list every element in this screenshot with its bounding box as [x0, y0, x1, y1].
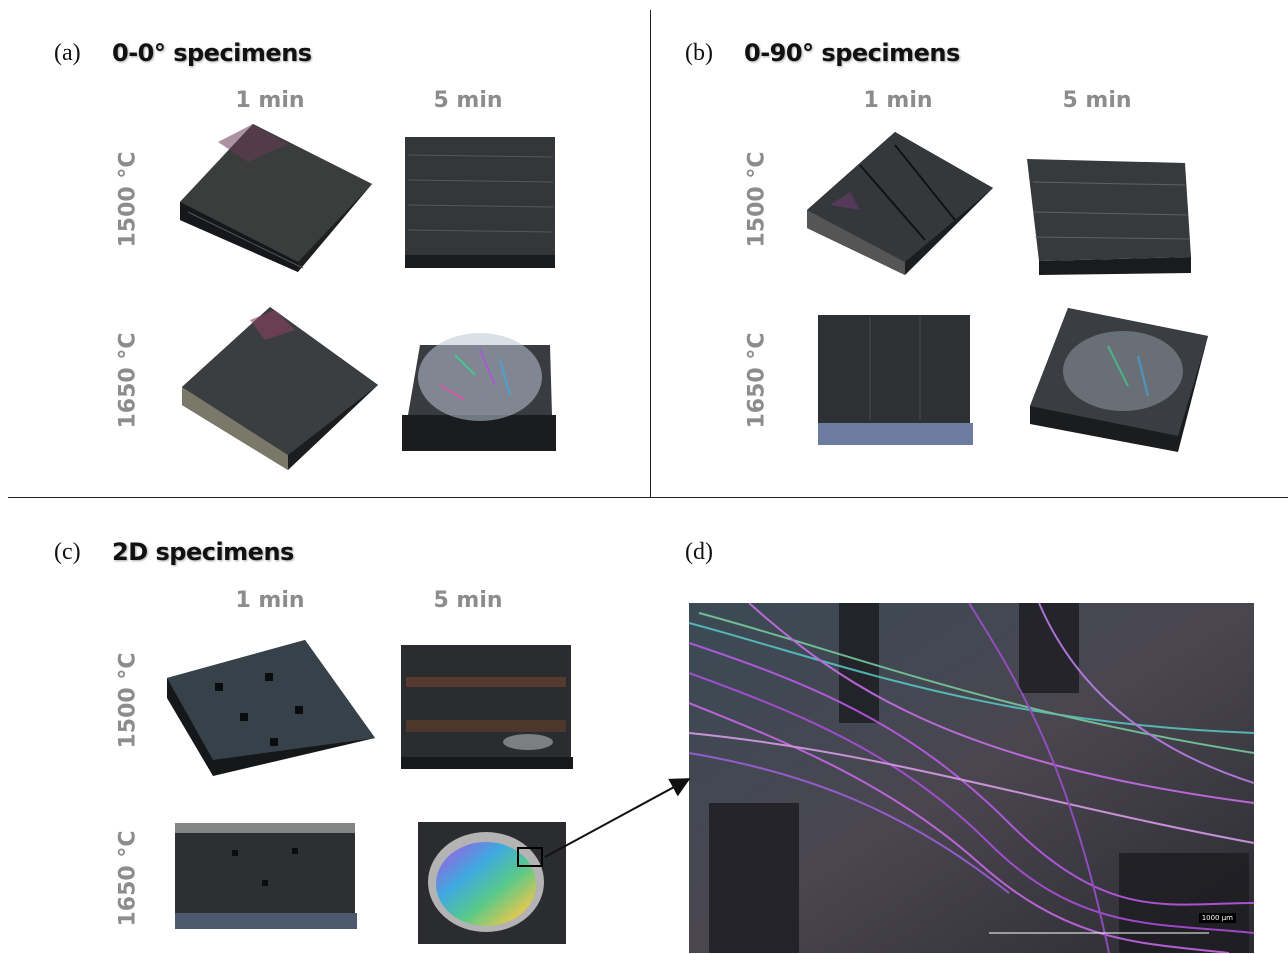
panel-c-col-5min: 5 min: [433, 588, 503, 613]
panel-b-letter: (b): [685, 40, 713, 66]
specimen-c-1500-1min: [165, 638, 377, 780]
panel-b-col-1min: 1 min: [863, 88, 933, 113]
panel-b-row-1500: 1500 °C: [744, 151, 770, 248]
panel-b-col-5min: 5 min: [1062, 88, 1132, 113]
panel-a-col-1min: 1 min: [235, 88, 305, 113]
horizontal-divider: [8, 497, 1288, 498]
specimen-c-1500-5min: [398, 642, 576, 772]
panel-b-row-1650: 1650 °C: [744, 332, 770, 429]
panel-a-row-1500: 1500 °C: [115, 151, 141, 248]
specimen-a-1650-1min: [180, 305, 380, 475]
panel-b-title: 0-90° specimens: [744, 39, 960, 67]
micrograph-image: 1000 µm: [689, 603, 1254, 953]
specimen-b-1500-1min: [805, 130, 995, 292]
panel-c-letter: (c): [54, 539, 81, 565]
panel-d-letter: (d): [685, 539, 713, 565]
panel-c-title: 2D specimens: [112, 538, 294, 566]
panel-c-col-1min: 1 min: [235, 588, 305, 613]
vertical-divider: [650, 10, 651, 497]
specimen-a-1500-5min: [403, 135, 557, 270]
specimen-b-1650-1min: [815, 312, 975, 447]
specimen-c-1650-5min: [416, 820, 568, 946]
panel-c-row-1650: 1650 °C: [115, 830, 141, 927]
panel-c-row-1500: 1500 °C: [115, 652, 141, 749]
specimen-a-1650-5min: [400, 315, 560, 455]
panel-a-letter: (a): [54, 40, 81, 66]
specimen-c-1650-1min: [172, 820, 358, 932]
specimen-a-1500-1min: [178, 122, 374, 290]
panel-a-row-1650: 1650 °C: [115, 332, 141, 429]
specimen-b-1500-5min: [1025, 157, 1193, 277]
micrograph-scale-label: 1000 µm: [1198, 913, 1236, 923]
specimen-b-1650-5min: [1028, 306, 1210, 456]
panel-a-title: 0-0° specimens: [112, 39, 312, 67]
panel-a-col-5min: 5 min: [433, 88, 503, 113]
